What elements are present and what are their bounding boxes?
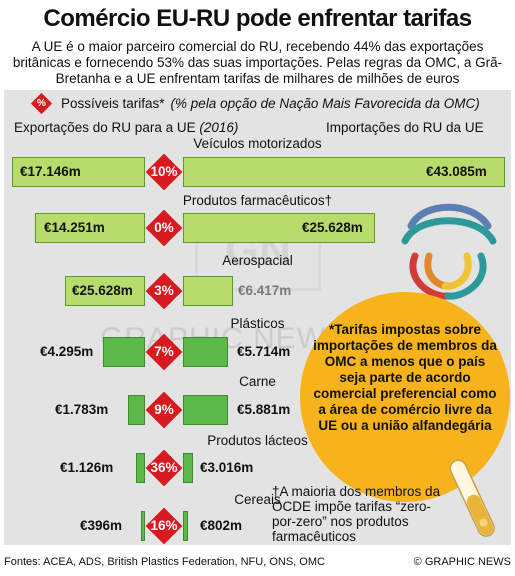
category-label: Cereais (234, 492, 281, 507)
import-bar (183, 395, 228, 425)
tariff-rate: 0% (154, 220, 174, 235)
export-value: €1.783m (55, 402, 109, 417)
note-circle (300, 292, 510, 502)
export-bar (103, 337, 145, 367)
sources: Fontes: ACEA, ADS, British Plastics Fede… (4, 556, 325, 568)
legend-label: Possíveis tarifas* (61, 95, 165, 111)
tariff-diamond-icon: % (30, 92, 53, 114)
tariff-legend: % Possíveis tarifas* (% pela opção de Na… (30, 92, 480, 114)
wto-logo-icon (401, 203, 497, 300)
export-bar (136, 453, 145, 483)
tariff-rate: 9% (154, 402, 174, 417)
import-bar (183, 453, 193, 483)
test-tube-icon (449, 459, 495, 537)
legend-note: (% pela opção de Nação Mais Favorecida d… (170, 95, 480, 111)
import-value: €3.016m (200, 460, 254, 475)
export-bar (128, 395, 145, 425)
category-label: Produtos farmacêuticos† (182, 193, 333, 208)
credit: © GRAPHIC NEWS (413, 556, 511, 568)
intro-text: A UE é o maior parceiro comercial do RU,… (12, 39, 503, 86)
import-value: €43.085m (426, 164, 487, 179)
import-value: €802m (200, 518, 243, 533)
category-label: Aerospacial (222, 253, 293, 268)
category-label: Carne (239, 374, 276, 389)
tariff-rate: 3% (154, 283, 174, 298)
export-value: €4.295m (40, 344, 94, 359)
tariff-rate: 36% (150, 460, 178, 475)
exports-header: Exportações do RU para a UE (2016) (14, 120, 239, 135)
tariff-note: *Tarifas impostas sobre importações de m… (313, 322, 497, 433)
page-title: Comércio EU-RU pode enfrentar tarifas (43, 5, 472, 32)
export-value: €14.251m (44, 220, 105, 235)
export-bar (65, 276, 145, 306)
category-label: Veículos motorizados (193, 136, 322, 151)
import-value: €25.628m (302, 220, 363, 235)
import-bar (183, 276, 233, 306)
imports-header: Importações do RU da UE (326, 120, 484, 135)
export-value: €1.126m (60, 460, 114, 475)
pharma-footnote: †A maioria dos membros da OCDE impõe tar… (272, 484, 441, 544)
import-value: €5.881m (237, 402, 291, 417)
tariff-rate: 10% (150, 164, 178, 179)
import-bar (183, 337, 228, 367)
import-value: €6.417m (238, 283, 292, 298)
category-label: Produtos lácteos (207, 433, 308, 448)
export-value: €17.146m (20, 164, 81, 179)
tariff-rate: 16% (150, 518, 178, 533)
footer: Fontes: ACEA, ADS, British Plastics Fede… (4, 556, 511, 572)
export-bar (12, 157, 145, 187)
import-bar (183, 213, 375, 243)
category-label: Plásticos (230, 316, 285, 331)
import-bar (183, 511, 188, 541)
export-value: €25.628m (72, 283, 133, 298)
export-value: €396m (80, 518, 123, 533)
tariff-rate: 7% (154, 344, 174, 359)
import-bar (183, 157, 505, 187)
import-value: €5.714m (237, 344, 291, 359)
export-bar (35, 213, 145, 243)
export-bar (141, 511, 145, 541)
